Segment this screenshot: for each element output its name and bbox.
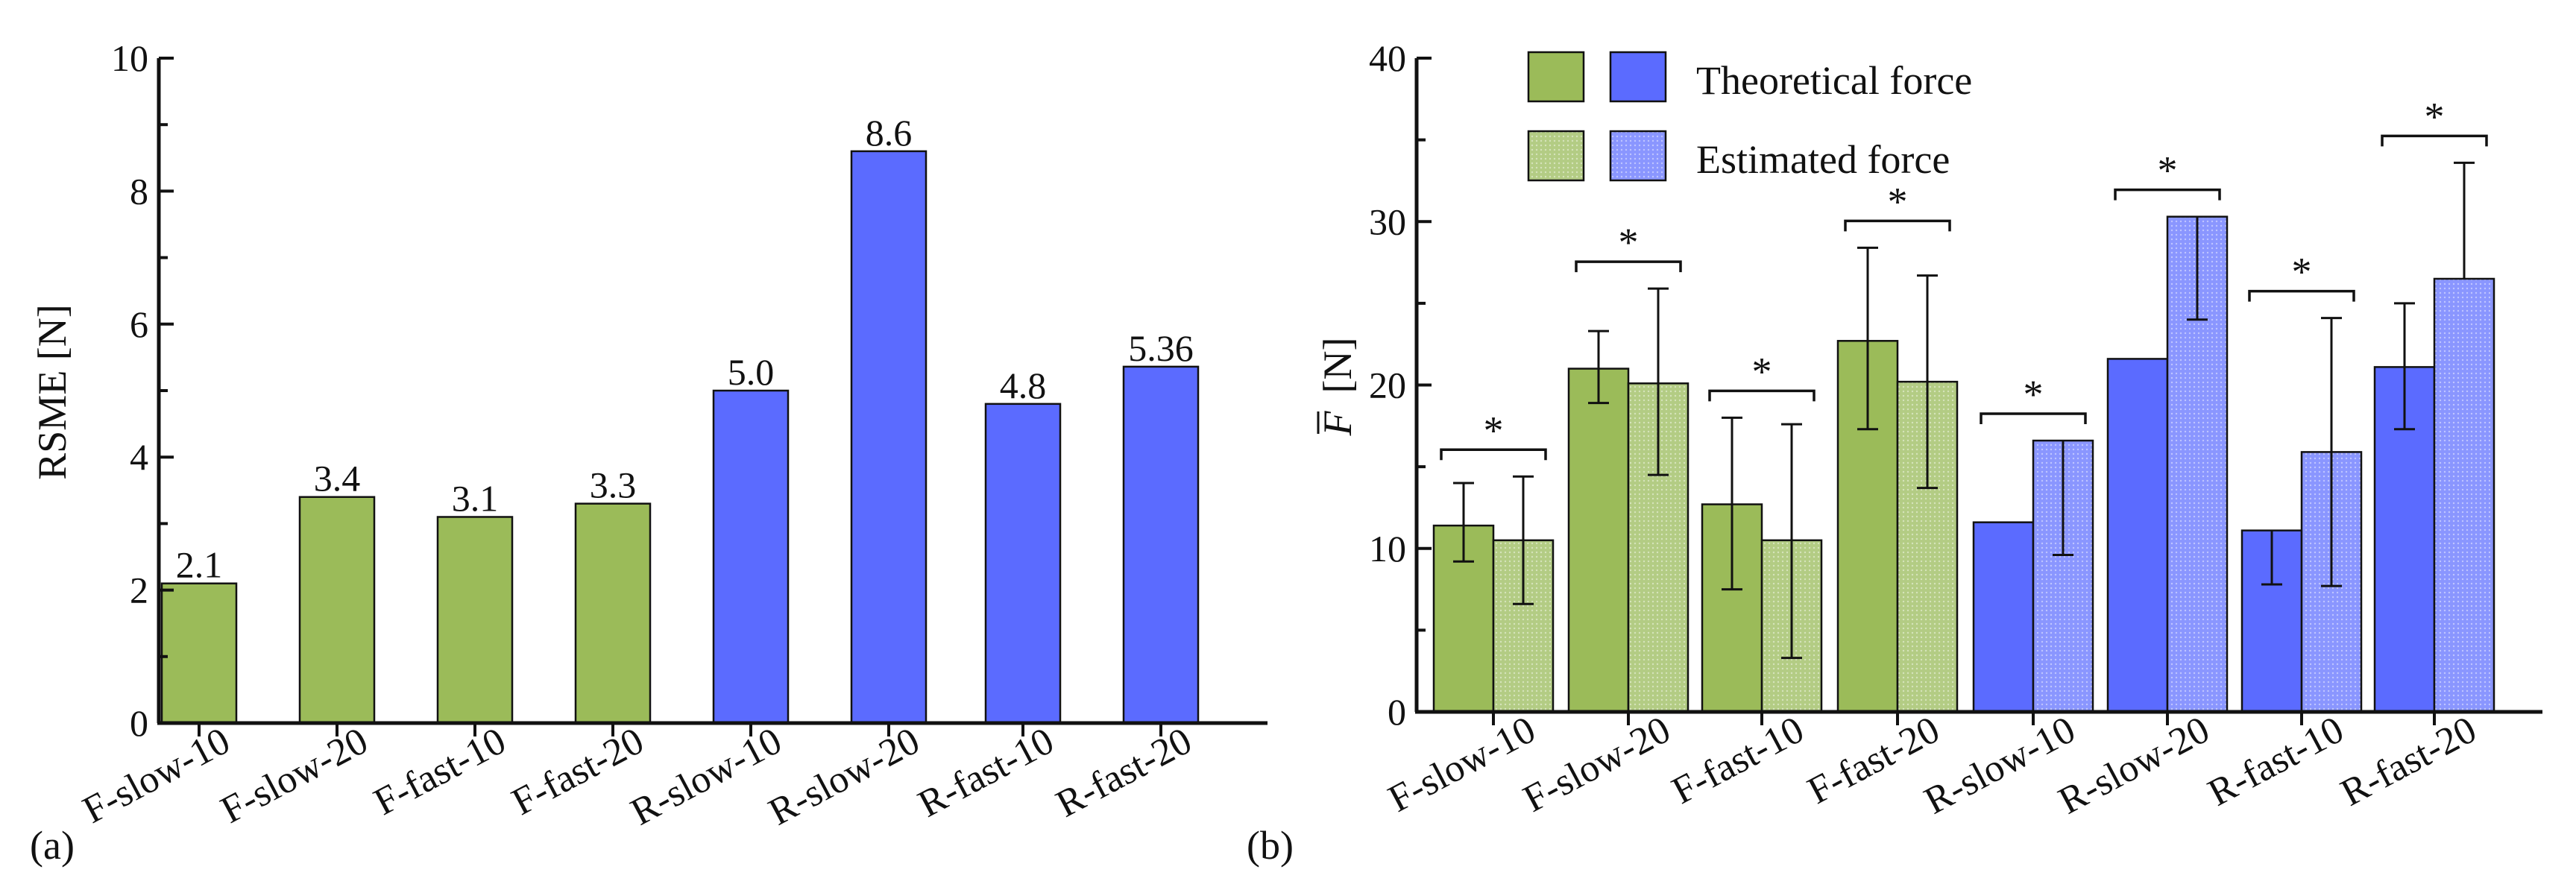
bar-value-label: 2.1 (176, 544, 223, 586)
significance-star: * (2024, 372, 2044, 417)
bar-theoretical-r-slow-20 (2106, 358, 2169, 713)
legend-label-theoretical: Theoretical force (1696, 58, 1972, 103)
y-tick-label: 8 (130, 170, 148, 212)
significance-bracket (1575, 260, 1682, 273)
panel-label-b: (b) (1247, 823, 1294, 868)
x-tick-label: R-slow-20 (762, 719, 927, 833)
significance-star: * (2292, 250, 2312, 294)
x-tick-label: R-fast-20 (2334, 708, 2483, 815)
x-tick-label: R-slow-10 (1918, 708, 2082, 822)
panel-a-chart: 2.1 F-slow-10 3.4 F-slow-20 3.1 F-fast-10 3.3 F… (30, 37, 1267, 868)
legend-swatch-estimated-blue (1609, 130, 1667, 182)
y-axis-label: F [N] (1315, 338, 1360, 437)
bar-value-label: 8.6 (866, 112, 913, 154)
bar-r-fast-20 (1122, 365, 1200, 725)
legend-swatch-theoretical-blue (1609, 51, 1667, 103)
y-tick-label: 0 (130, 702, 148, 744)
bar-estimated-r-fast-20 (2433, 277, 2495, 713)
significance-star: * (1888, 179, 1908, 224)
x-tick-label: F-fast-10 (368, 719, 513, 824)
y-tick-label: 4 (130, 436, 148, 478)
x-tick-label: F-fast-20 (506, 719, 651, 824)
legend-label-estimated: Estimated force (1696, 137, 1950, 182)
significance-star: * (1752, 349, 1772, 394)
significance-bracket (2381, 134, 2488, 147)
bar-theoretical-f-slow-20 (1567, 367, 1630, 713)
bar-f-slow-10 (160, 582, 238, 725)
significance-bracket (1980, 412, 2087, 425)
x-tick-label: F-slow-10 (76, 719, 237, 832)
x-tick-label: R-fast-10 (2201, 708, 2350, 815)
bar-value-label: 3.1 (452, 477, 499, 519)
y-tick-label: 0 (1388, 691, 1406, 733)
y-tick-label: 30 (1369, 201, 1406, 242)
significance-star: * (1484, 408, 1504, 452)
bar-r-slow-10 (712, 389, 790, 725)
bar-f-fast-10 (436, 516, 514, 725)
legend: Theoretical force Estimated force (1527, 51, 1972, 182)
bar-value-label: 3.3 (590, 464, 637, 506)
significance-star: * (1619, 220, 1639, 265)
y-tick-label: 20 (1369, 365, 1406, 406)
x-tick-label: R-fast-10 (911, 719, 1060, 826)
bar-f-slow-20 (298, 496, 376, 725)
bar-r-slow-20 (850, 150, 928, 725)
x-tick-label: F-slow-20 (1517, 708, 1678, 821)
bar-value-label: 5.0 (728, 351, 775, 393)
bar-value-label: 3.4 (314, 458, 361, 499)
y-axis-unit: [N] (1315, 338, 1360, 394)
significance-star: * (2158, 148, 2178, 193)
y-tick-label: 6 (130, 303, 148, 345)
bar-value-label: 4.8 (1000, 365, 1047, 406)
y-tick-label: 40 (1369, 37, 1406, 79)
y-tick-label: 10 (1369, 528, 1406, 570)
significance-star: * (2425, 94, 2445, 139)
bar-value-label: 5.36 (1128, 327, 1194, 369)
y-tick-label: 2 (130, 570, 148, 611)
panel-label-a: (a) (30, 823, 75, 868)
y-axis-symbol: F (1315, 411, 1360, 437)
significance-bracket (1440, 448, 1547, 461)
bar-theoretical-r-slow-10 (1972, 521, 2035, 713)
significance-bracket (2248, 289, 2355, 302)
x-tick-label: R-slow-20 (2052, 708, 2217, 822)
legend-swatch-theoretical-green (1527, 51, 1585, 103)
x-tick-label: R-fast-20 (1049, 719, 1198, 826)
x-tick-label: F-slow-20 (214, 719, 375, 832)
y-tick-label: 10 (111, 37, 148, 79)
panel-b-chart: *F-slow-10*F-slow-20*F-fast-10*F-fast-20… (1247, 37, 2542, 868)
significance-bracket (2114, 188, 2221, 201)
x-tick-label: R-slow-10 (624, 719, 789, 833)
x-tick-label: F-fast-10 (1666, 708, 1811, 813)
legend-swatch-estimated-green (1527, 130, 1585, 182)
bar-r-fast-10 (984, 403, 1062, 725)
y-axis-label: RSME [N] (30, 304, 75, 480)
significance-bracket (1708, 389, 1816, 402)
bar-f-fast-20 (574, 502, 652, 725)
significance-bracket (1844, 219, 1951, 232)
